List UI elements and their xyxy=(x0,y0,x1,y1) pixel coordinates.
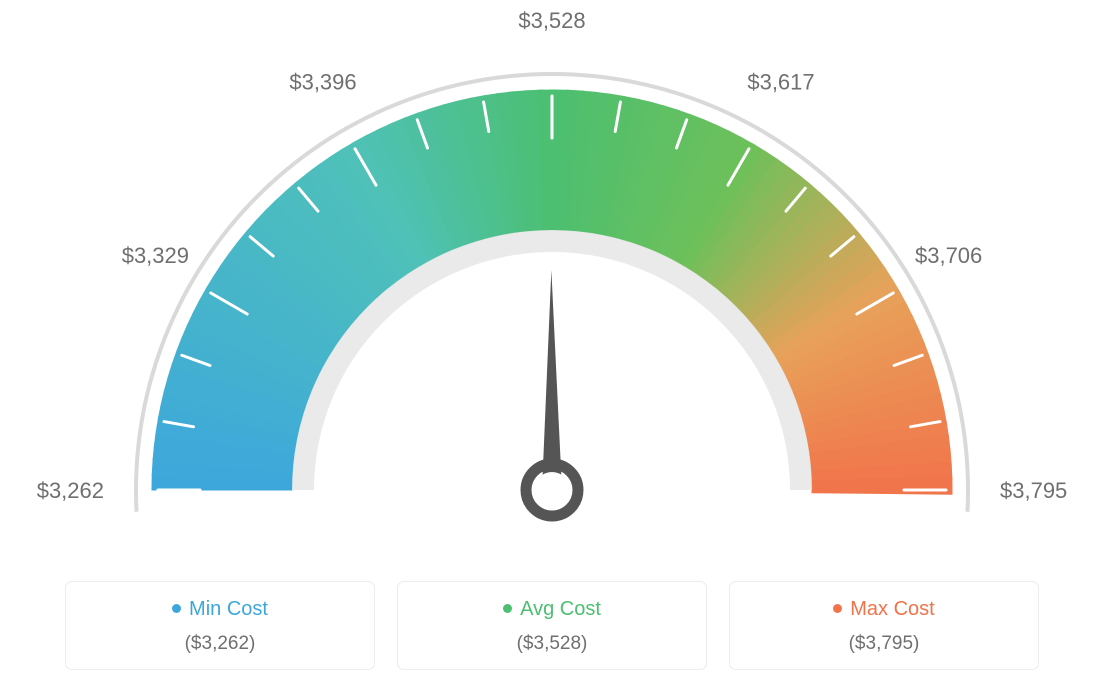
max-label-text: Max Cost xyxy=(850,598,934,620)
avg-dot-icon xyxy=(503,604,512,613)
min-cost-card: Min Cost ($3,262) xyxy=(65,581,375,670)
gauge-tick-label: $3,706 xyxy=(915,243,982,268)
max-cost-value: ($3,795) xyxy=(740,633,1028,655)
avg-cost-label: Avg Cost xyxy=(408,598,696,621)
gauge-tick-label: $3,528 xyxy=(518,8,585,33)
min-cost-label: Min Cost xyxy=(76,598,364,621)
avg-label-text: Avg Cost xyxy=(520,598,601,620)
gauge-svg: $3,262 $3,329 $3,396 $3,528 $3,617 $3,706 $3,7… xyxy=(0,0,1104,560)
gauge-needle-hub-inner xyxy=(534,472,570,508)
gauge-tick-label: $3,396 xyxy=(289,69,356,94)
min-label-text: Min Cost xyxy=(189,598,268,620)
max-cost-label: Max Cost xyxy=(740,598,1028,621)
summary-row: Min Cost ($3,262) Avg Cost ($3,528) Max … xyxy=(0,581,1104,670)
gauge-tick-label: $3,329 xyxy=(122,243,189,268)
min-dot-icon xyxy=(172,604,181,613)
gauge-tick-label: $3,262 xyxy=(37,478,104,503)
min-cost-value: ($3,262) xyxy=(76,633,364,655)
max-dot-icon xyxy=(833,604,842,613)
gauge-tick-label: $3,617 xyxy=(747,69,814,94)
gauge-tick-label: $3,795 xyxy=(1000,478,1067,503)
avg-cost-card: Avg Cost ($3,528) xyxy=(397,581,707,670)
gauge-chart: $3,262 $3,329 $3,396 $3,528 $3,617 $3,706 $3,7… xyxy=(0,0,1104,560)
max-cost-card: Max Cost ($3,795) xyxy=(729,581,1039,670)
gauge-needle xyxy=(542,270,562,490)
avg-cost-value: ($3,528) xyxy=(408,633,696,655)
